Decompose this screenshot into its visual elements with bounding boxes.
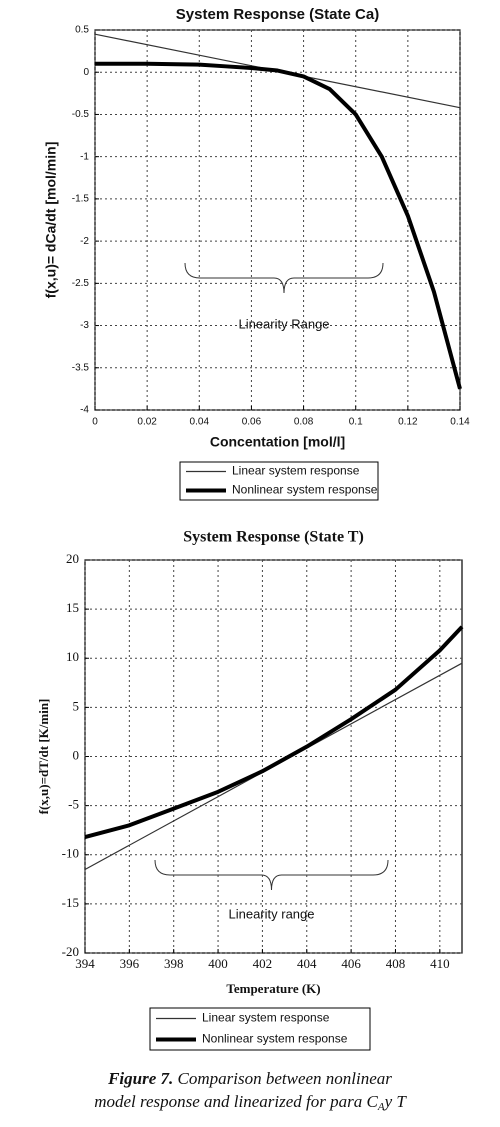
y-tick-label: 10 — [66, 649, 79, 664]
legend-label: Linear system response — [202, 1011, 330, 1025]
caption: model response and linearized for para C… — [94, 1092, 407, 1113]
y-tick-label: -15 — [62, 895, 79, 910]
x-tick-label: 408 — [386, 956, 406, 971]
x-tick-label: 410 — [430, 956, 450, 971]
y-axis-label: f(x,u)= dCa/dt [mol/min] — [43, 142, 59, 299]
x-tick-label: 0 — [92, 417, 98, 428]
y-tick-label: -2 — [80, 236, 89, 247]
y-tick-label: -3 — [80, 320, 89, 331]
x-tick-label: 0.14 — [450, 417, 470, 428]
y-tick-label: -4 — [80, 405, 89, 416]
y-tick-label: 15 — [66, 600, 79, 615]
y-tick-label: 0 — [73, 747, 80, 762]
brace — [154, 859, 389, 891]
annotation: Linearity Range — [238, 316, 329, 331]
y-tick-label: -10 — [62, 846, 79, 861]
brace — [184, 262, 384, 294]
x-tick-label: 396 — [120, 956, 140, 971]
data-line — [95, 61, 462, 390]
x-tick-label: 0.08 — [294, 417, 314, 428]
legend-label: Nonlinear system response — [202, 1032, 348, 1046]
caption-label: Figure 7. — [107, 1069, 173, 1088]
y-axis-label: f(x,u)=dT/dt [K/min] — [36, 699, 51, 815]
caption-text: Comparison between nonlinear — [178, 1069, 393, 1088]
y-tick-label: 20 — [66, 551, 79, 566]
caption-text: y T — [383, 1092, 408, 1111]
legend-box — [179, 461, 379, 501]
y-tick-label: -1.5 — [72, 194, 90, 205]
x-tick-label: 0.1 — [349, 417, 363, 428]
annotation: Linearity range — [229, 906, 315, 921]
data-line — [84, 625, 464, 839]
x-tick-label: 402 — [253, 956, 273, 971]
legend-label: Nonlinear system response — [232, 483, 378, 497]
x-tick-label: 406 — [341, 956, 361, 971]
x-tick-label: 398 — [164, 956, 184, 971]
y-tick-label: -5 — [68, 797, 79, 812]
y-tick-label: -2.5 — [72, 278, 90, 289]
caption: Figure 7. Comparison between nonlinear — [107, 1069, 392, 1088]
legend-label: Linear system response — [232, 464, 360, 478]
y-tick-label: 5 — [73, 698, 80, 713]
x-tick-label: 0.04 — [190, 417, 210, 428]
x-tick-label: 404 — [297, 956, 317, 971]
chart-title: System Response (State Ca) — [176, 6, 379, 23]
x-tick-label: 400 — [208, 956, 228, 971]
y-tick-label: -1 — [80, 151, 89, 162]
caption-text: model response and linearized for para C — [94, 1092, 378, 1111]
y-tick-label: -0.5 — [72, 109, 90, 120]
x-tick-label: 0.12 — [398, 417, 418, 428]
x-axis-label: Temperature (K) — [226, 981, 320, 996]
chart-title: System Response (State T) — [183, 529, 364, 546]
y-tick-label: -20 — [62, 944, 79, 959]
caption-subscript: A — [377, 1101, 385, 1113]
x-tick-label: 0.02 — [137, 417, 157, 428]
y-tick-label: 0.5 — [75, 25, 89, 36]
y-tick-label: 0 — [83, 67, 89, 78]
x-axis-label: Concentation [mol/l] — [210, 434, 345, 450]
plot-area — [94, 29, 461, 411]
plot-area — [84, 559, 463, 954]
y-tick-label: -3.5 — [72, 362, 90, 373]
legend-box — [149, 1007, 371, 1051]
x-tick-label: 0.06 — [242, 417, 262, 428]
x-tick-label: 394 — [75, 956, 95, 971]
